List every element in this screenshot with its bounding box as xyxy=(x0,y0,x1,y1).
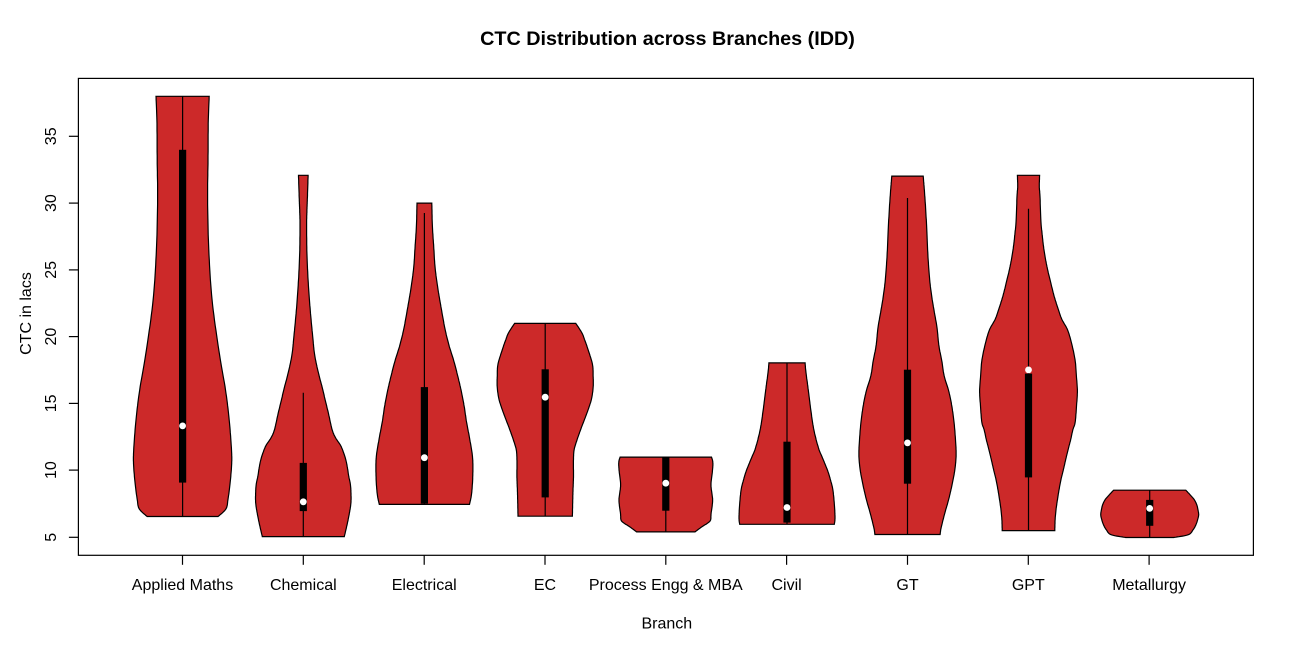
svg-text:5: 5 xyxy=(43,533,60,542)
svg-text:Civil: Civil xyxy=(771,577,801,594)
svg-text:Applied Maths: Applied Maths xyxy=(132,577,233,594)
svg-text:30: 30 xyxy=(43,194,60,212)
svg-text:35: 35 xyxy=(43,127,60,145)
svg-text:Metallurgy: Metallurgy xyxy=(1112,577,1186,594)
svg-text:25: 25 xyxy=(43,261,60,279)
svg-text:Branch: Branch xyxy=(641,616,692,633)
svg-text:20: 20 xyxy=(43,328,60,346)
svg-text:GT: GT xyxy=(896,577,918,594)
svg-text:CTC in lacs: CTC in lacs xyxy=(18,272,35,355)
svg-text:GPT: GPT xyxy=(1012,577,1045,594)
svg-text:10: 10 xyxy=(43,461,60,479)
svg-text:EC: EC xyxy=(534,577,556,594)
svg-text:Process Engg & MBA: Process Engg & MBA xyxy=(589,577,743,594)
svg-text:Chemical: Chemical xyxy=(270,577,337,594)
svg-text:Electrical: Electrical xyxy=(392,577,457,594)
svg-text:15: 15 xyxy=(43,394,60,412)
svg-text:CTC Distribution across Branch: CTC Distribution across Branches (IDD) xyxy=(480,28,855,50)
